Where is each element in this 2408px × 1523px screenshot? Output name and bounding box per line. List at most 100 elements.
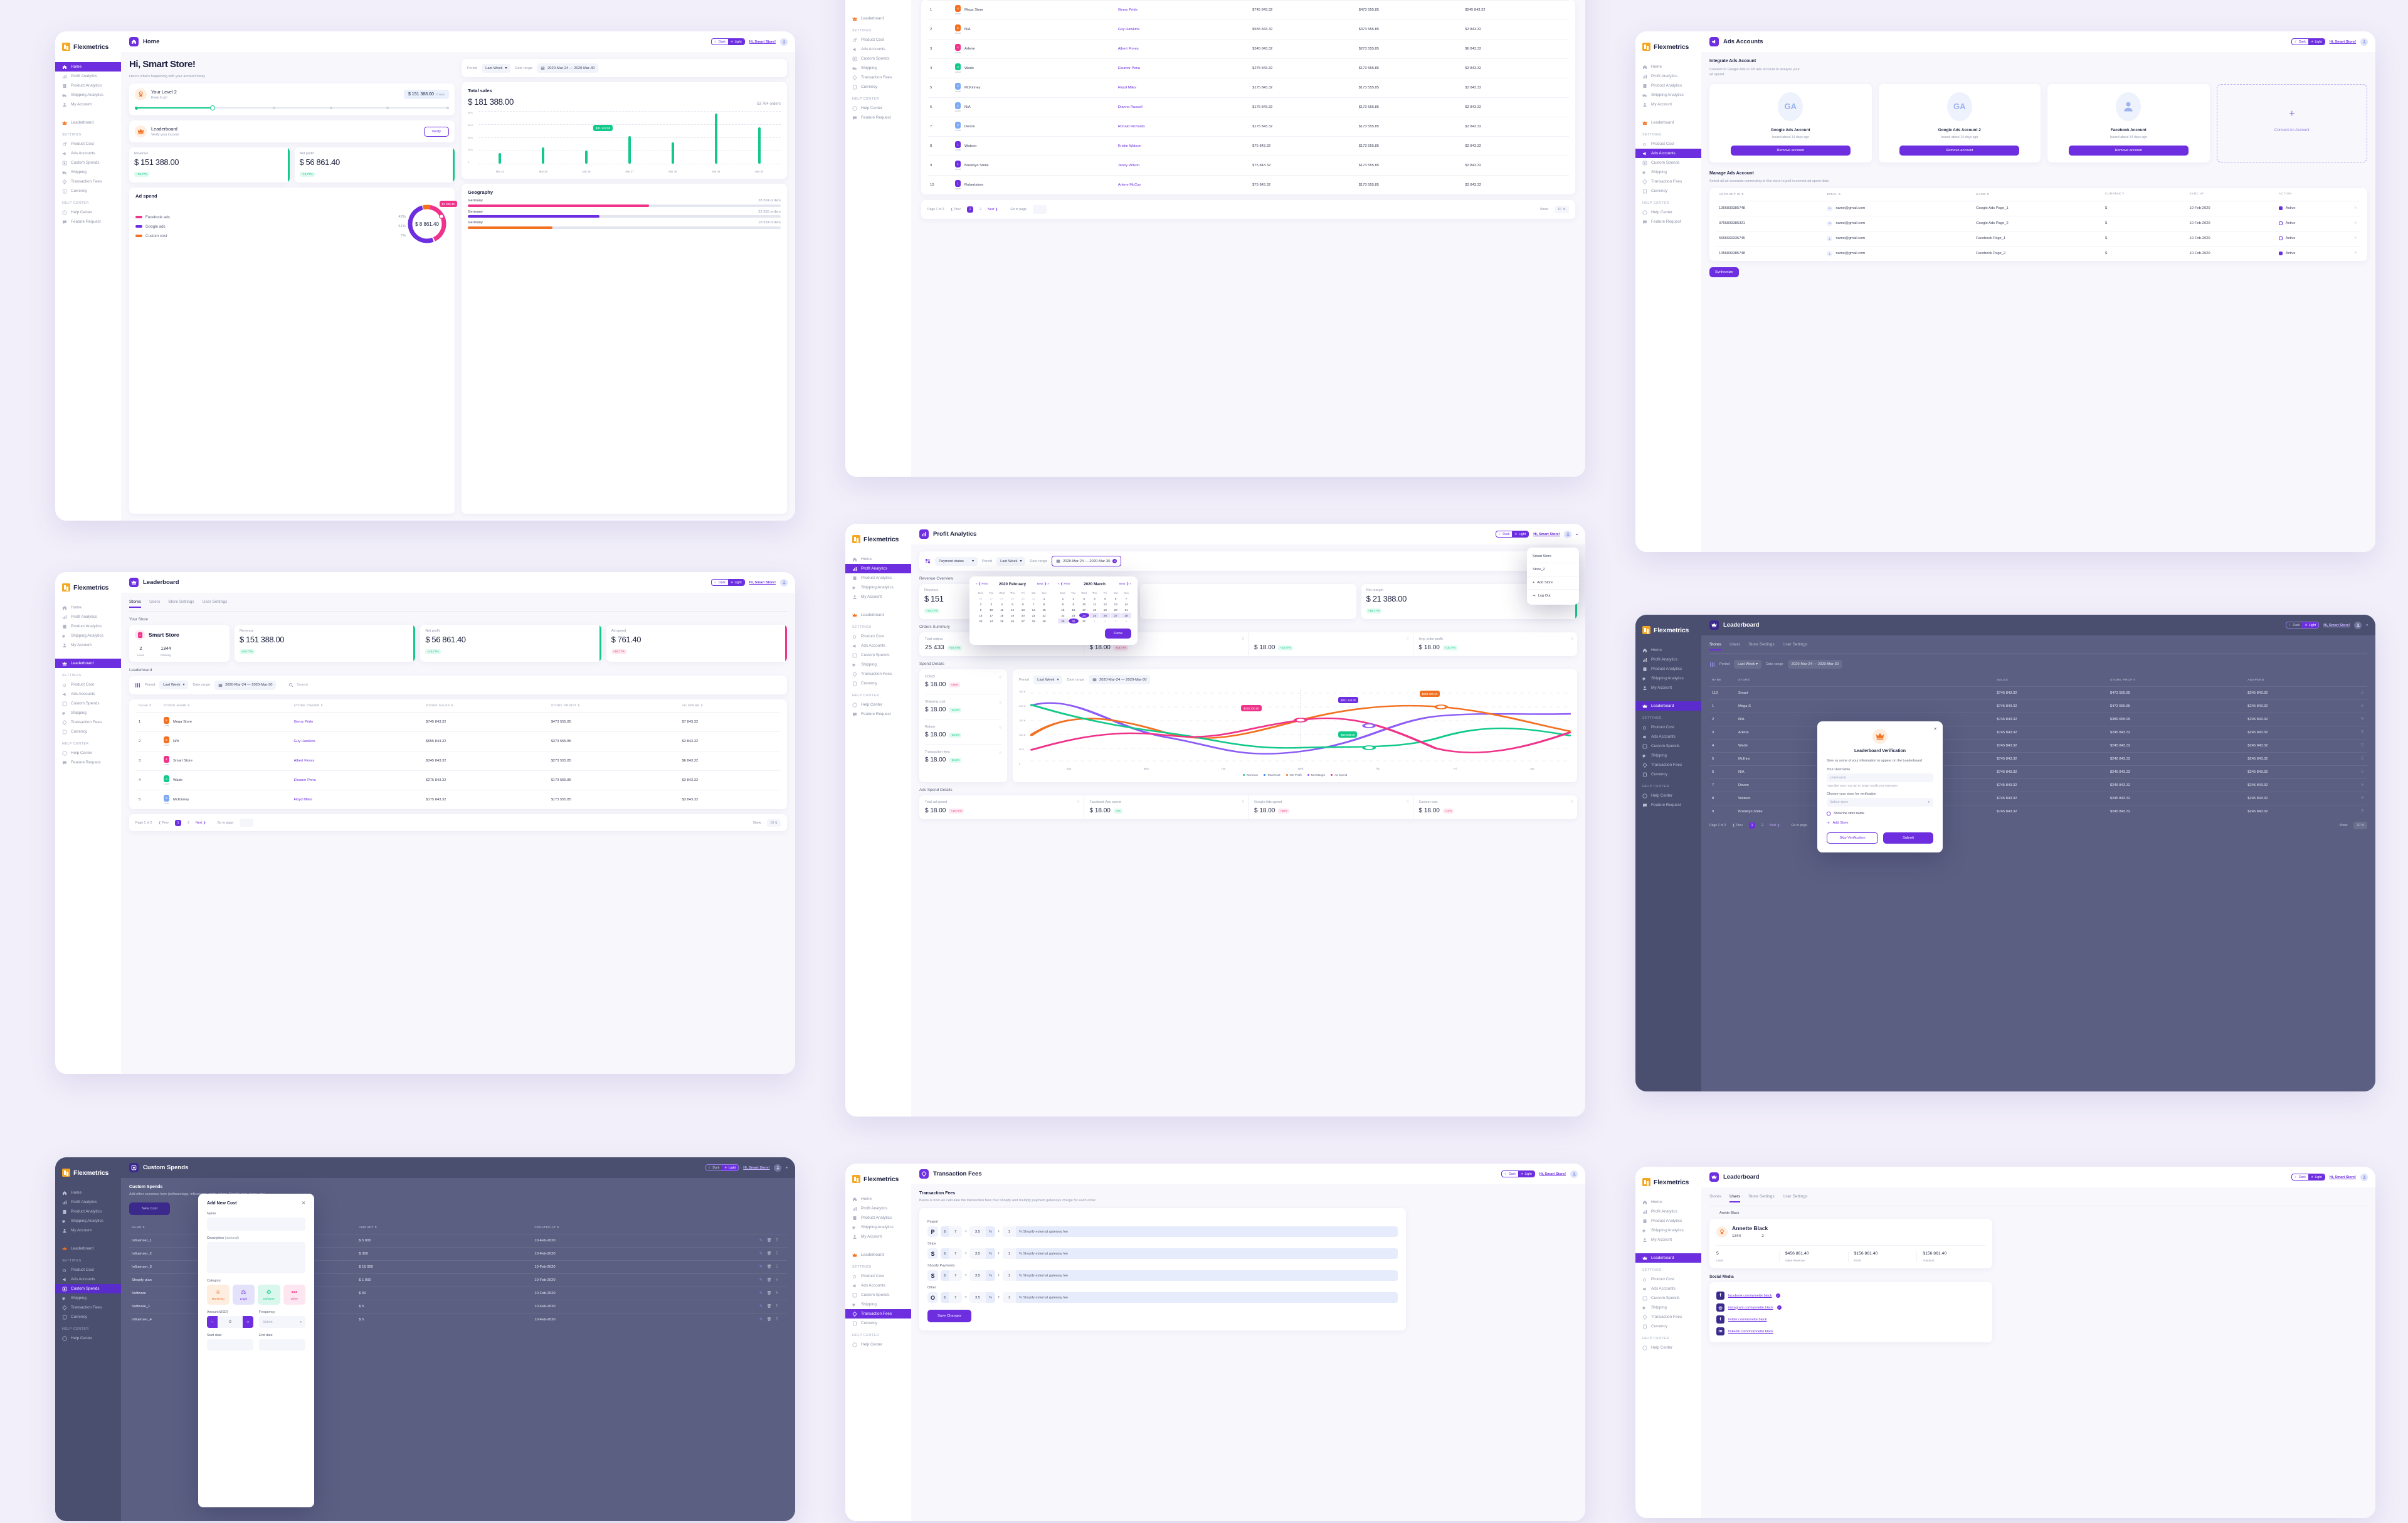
cell-action[interactable]: Active: [2276, 230, 2352, 247]
cell-owner[interactable]: Jenny Wilson: [1115, 156, 1250, 176]
sidebar-item-leaderboard[interactable]: Leaderboard: [1635, 1253, 1701, 1263]
sidebar-item-leaderboard[interactable]: Leaderboard: [55, 659, 121, 668]
drag-handle[interactable]: ⠿: [2358, 778, 2367, 792]
avatar[interactable]: [1570, 1170, 1578, 1178]
delete-icon[interactable]: 🗑: [766, 1239, 772, 1243]
column-header[interactable]: RANK ⇅: [139, 704, 152, 708]
page-1-button[interactable]: 1: [175, 819, 182, 826]
fee-flat-input[interactable]: $7: [941, 1226, 963, 1237]
sidebar-item-my-account[interactable]: My Account: [55, 100, 121, 109]
sidebar-item-ads-accounts[interactable]: Ads Accounts: [55, 149, 121, 158]
calendar-day[interactable]: 4: [1094, 597, 1096, 600]
table-row[interactable]: 5 2 Level McKinney Floyd Miles $175 843.32 $17…: [136, 790, 780, 809]
calendar-day[interactable]: 15: [1042, 608, 1046, 612]
calendar-day[interactable]: 23: [979, 619, 983, 623]
next-button[interactable]: Next ❯: [1769, 824, 1780, 827]
calendar-day[interactable]: 30: [1068, 618, 1079, 624]
cell-owner[interactable]: Eleanor Pena: [1115, 58, 1250, 78]
sidebar-item-leaderboard[interactable]: Leaderboard: [55, 1244, 121, 1253]
sidebar-item-my-account[interactable]: My Account: [55, 640, 121, 650]
sidebar-item-custom-spends[interactable]: Custom Spends: [1635, 741, 1701, 751]
sidebar-item-product-cost[interactable]: Product Cost: [845, 35, 911, 45]
column-header[interactable]: STORE: [1738, 679, 1750, 682]
cell-action[interactable]: Active: [2276, 215, 2352, 231]
period-select[interactable]: Last Week ▾: [159, 681, 189, 689]
greeting-link[interactable]: Hi, Smart Store!: [2329, 40, 2356, 44]
fee-percent-input[interactable]: 3.5%: [969, 1292, 995, 1303]
calendar-day[interactable]: 19: [1010, 613, 1015, 617]
drag-handle[interactable]: ⠿: [2352, 200, 2360, 216]
sidebar-item-shipping[interactable]: Shipping: [1635, 751, 1701, 760]
drag-handle[interactable]: ⠿: [2352, 215, 2360, 231]
delete-icon[interactable]: 🗑: [766, 1305, 772, 1308]
sidebar-item-product-cost[interactable]: Product Cost: [845, 1271, 911, 1281]
sidebar-item-product-analytics[interactable]: Product Analytics: [55, 622, 121, 631]
sidebar-item-product-cost[interactable]: Product Cost: [55, 680, 121, 689]
calendar-day[interactable]: 27: [1111, 613, 1121, 618]
drag-handle[interactable]: ⠿: [1406, 800, 1409, 804]
delete-icon[interactable]: 🗑: [766, 1278, 772, 1282]
tab-user-settings[interactable]: User Settings: [1782, 642, 1808, 647]
drag-handle[interactable]: ⠿: [1077, 800, 1080, 804]
fee-percent-input[interactable]: 3.5%: [969, 1226, 995, 1237]
drag-handle[interactable]: ⠿: [1571, 637, 1573, 641]
amount-value[interactable]: 0: [218, 1316, 243, 1328]
chevron-down-icon[interactable]: ▾: [2366, 623, 2368, 627]
legend-item[interactable]: Total Cost: [1264, 773, 1281, 777]
calendar-day[interactable]: 11: [1000, 608, 1004, 612]
cell-owner[interactable]: Floyd Miles: [1115, 78, 1250, 98]
sidebar-item-product-analytics[interactable]: Product Analytics: [1635, 81, 1701, 90]
new-cost-button[interactable]: New Cost: [129, 1202, 171, 1215]
amount-decrement-button[interactable]: −: [207, 1316, 218, 1328]
logout-button[interactable]: ↪ Log Out: [1533, 594, 1551, 598]
drag-handle[interactable]: ⠿: [2352, 230, 2360, 247]
calendar-day[interactable]: 23: [1072, 613, 1075, 617]
theme-toggle[interactable]: ☾ Dark ☀ Light: [2291, 1174, 2325, 1181]
drag-handle[interactable]: ⠿: [2358, 739, 2367, 753]
sidebar-item-help-center[interactable]: Help Center: [1635, 208, 1701, 217]
sidebar-item-transaction-fees[interactable]: Transaction Fees: [1635, 177, 1701, 186]
sidebar-item-shipping[interactable]: Shipping: [1635, 167, 1701, 177]
column-header[interactable]: CURRENCY: [2104, 193, 2125, 196]
drag-handle[interactable]: ⠿: [2358, 686, 2367, 700]
fee-flat-input[interactable]: $7: [941, 1270, 963, 1281]
sidebar-item-currency[interactable]: Currency: [1635, 770, 1701, 779]
column-header[interactable]: ADSPEND: [2247, 679, 2264, 682]
sidebar-item-custom-spends[interactable]: Custom Spends: [845, 54, 911, 63]
sidebar-item-home[interactable]: Home: [1635, 1197, 1701, 1207]
sidebar-item-feature-request[interactable]: Feature Request: [845, 709, 911, 719]
tab-store-settings[interactable]: Store Settings: [168, 600, 194, 604]
sidebar-item-shipping[interactable]: Shipping: [845, 660, 911, 669]
cell-owner[interactable]: Dianne Russell: [1115, 97, 1250, 117]
sidebar-item-home[interactable]: Home: [55, 1188, 121, 1197]
sidebar-item-feature-request[interactable]: Feature Request: [55, 217, 121, 226]
table-row[interactable]: 8WatsonKristin Watson$745 843.32$245 843…: [1709, 792, 2367, 805]
edit-icon[interactable]: ✎: [759, 1305, 763, 1308]
sidebar-item-custom-spends[interactable]: Custom Spends: [845, 650, 911, 660]
frequency-select[interactable]: Select ▾: [259, 1316, 305, 1328]
start-date-input[interactable]: [207, 1339, 253, 1351]
calendar-day[interactable]: 21: [1124, 608, 1128, 612]
table-row[interactable]: 2 N/A $745 843.32 $389 655.99 $245 843.32 ⠿: [1709, 713, 2367, 726]
sidebar-item-shipping-analytics[interactable]: Shipping Analytics: [845, 1223, 911, 1232]
sidebar-item-custom-spends[interactable]: Custom Spends: [845, 1290, 911, 1300]
page-size-select[interactable]: 10 ⇅: [767, 819, 781, 827]
sidebar-item-shipping-analytics[interactable]: Shipping Analytics: [55, 631, 121, 640]
table-row[interactable]: 113 Smart $745 843.32 $473 555.85 $245 843.3…: [1709, 686, 2367, 700]
calendar-day[interactable]: 2: [1072, 597, 1075, 600]
table-row[interactable]: 4 3 Level Wade Eleanor Pena $275 843.32 $173 5…: [136, 770, 780, 790]
drag-handle[interactable]: ⠿: [776, 1318, 779, 1322]
cal-next-right[interactable]: Next ❯ »: [1119, 583, 1131, 586]
calendar-day[interactable]: 4: [1001, 602, 1003, 606]
cell-action[interactable]: Active: [2276, 245, 2352, 261]
drag-handle[interactable]: ⠿: [776, 1292, 779, 1295]
greeting-link[interactable]: Hi, Smart Store!: [743, 1165, 770, 1170]
sidebar-item-my-account[interactable]: My Account: [1635, 1235, 1701, 1244]
drag-handle[interactable]: ⠿: [2358, 726, 2367, 740]
cal-next-left[interactable]: Next ❯ »: [1037, 583, 1049, 586]
theme-light-option[interactable]: ☀ Light: [1512, 531, 1529, 537]
tab-user-settings[interactable]: User Settings: [1782, 1194, 1808, 1199]
cell-owner[interactable]: Guy Hawkins: [1115, 19, 1250, 40]
fee-percent-input[interactable]: 3.5%: [969, 1270, 995, 1281]
column-header[interactable]: AD SPEND ⇅: [682, 704, 704, 708]
